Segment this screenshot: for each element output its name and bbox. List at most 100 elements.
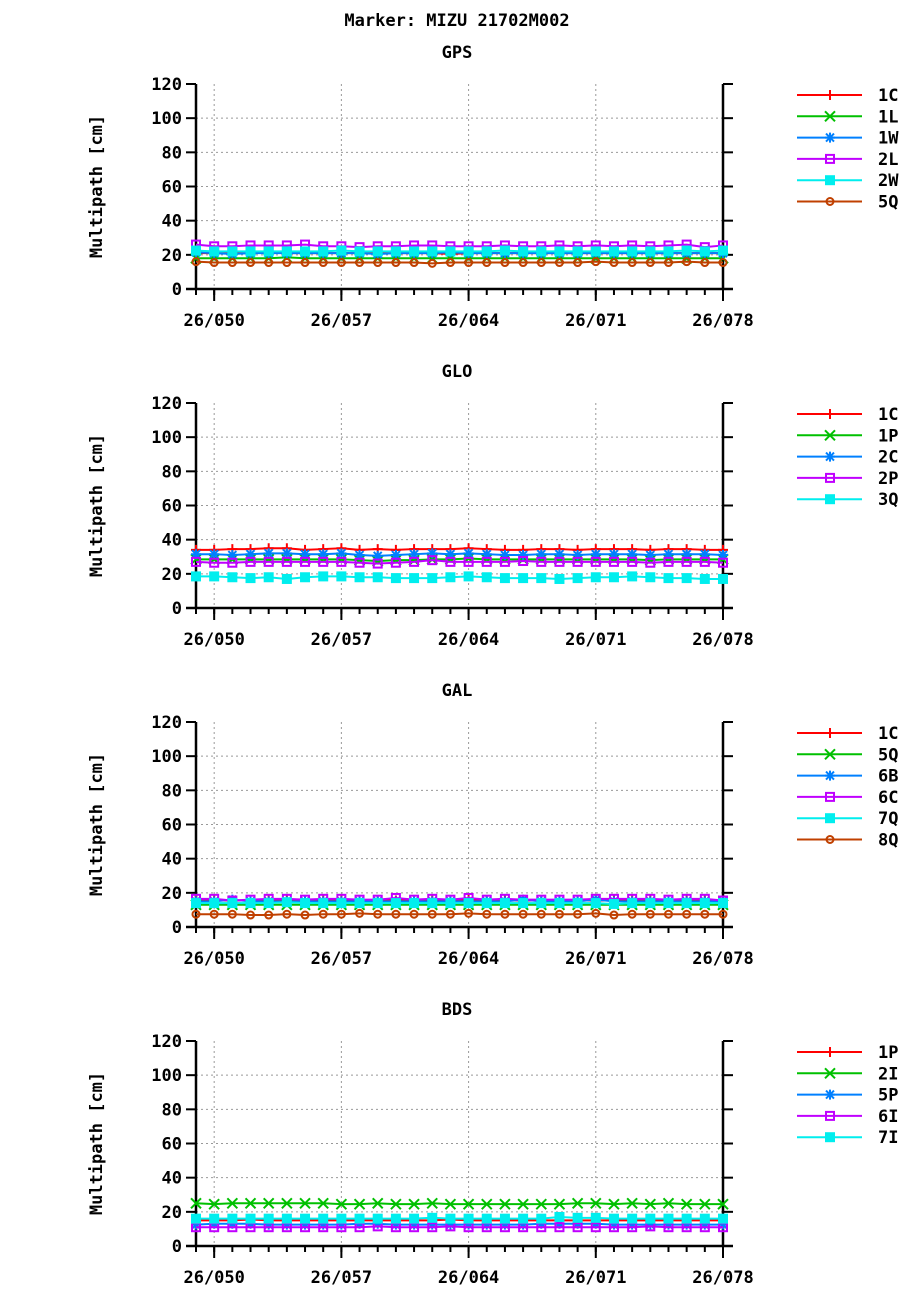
data-point (318, 258, 328, 268)
data-point (718, 550, 728, 561)
data-point (572, 1212, 583, 1223)
legend-label: 2C (878, 448, 898, 468)
data-point (572, 246, 583, 257)
data-point (554, 1211, 565, 1222)
data-point (608, 1213, 619, 1224)
data-point (608, 556, 619, 567)
y-tick-label: 60 (162, 816, 182, 836)
data-point (482, 909, 492, 919)
data-point (300, 910, 310, 920)
data-point (227, 258, 237, 268)
data-point (608, 246, 619, 257)
data-point (718, 557, 728, 568)
data-point (300, 898, 311, 909)
legend-label: 2I (878, 1064, 898, 1084)
data-point (681, 245, 692, 256)
figure-title: Marker: MIZU 21702M002 (344, 11, 569, 31)
legend-label: 5Q (878, 745, 898, 765)
data-point (354, 1213, 365, 1224)
legend-label: 3Q (878, 490, 898, 510)
data-point (536, 909, 546, 919)
data-point (372, 898, 383, 909)
data-point (825, 813, 835, 824)
data-point (718, 909, 728, 919)
data-point (518, 1213, 529, 1224)
series-line (196, 557, 723, 563)
data-point (281, 246, 292, 257)
data-point (627, 1219, 638, 1230)
data-point (645, 550, 656, 561)
legend-label: 6B (878, 767, 898, 787)
data-point (245, 573, 256, 584)
panel-title: GLO (442, 362, 473, 382)
series-line (196, 1225, 723, 1229)
data-point (536, 246, 547, 257)
data-point (554, 573, 565, 584)
data-point (663, 898, 674, 909)
legend-label: 6I (878, 1107, 898, 1127)
legend-item: 1C (797, 86, 898, 106)
data-point (553, 1198, 566, 1210)
data-point (608, 1219, 619, 1230)
data-point (390, 550, 401, 561)
data-point (590, 1212, 601, 1223)
data-point (281, 548, 292, 559)
data-point (825, 1132, 835, 1143)
data-point (263, 246, 274, 257)
y-tick-label: 120 (151, 713, 182, 733)
data-point (390, 557, 401, 568)
data-point (209, 557, 220, 568)
legend-label: 1C (878, 724, 898, 744)
data-point (336, 909, 346, 919)
data-point (427, 909, 437, 919)
data-point (609, 258, 619, 268)
data-point (209, 549, 220, 560)
y-tick-label: 40 (162, 850, 182, 870)
data-point (627, 898, 638, 909)
data-point (644, 1198, 657, 1210)
data-point (209, 246, 220, 257)
x-tick-label: 26/064 (438, 1268, 499, 1288)
data-point (264, 258, 274, 268)
data-point (499, 556, 510, 567)
legend-item: 6I (797, 1107, 898, 1127)
data-point (317, 1197, 329, 1209)
data-point (318, 898, 329, 909)
data-point (572, 573, 583, 584)
legend-item: 2I (797, 1064, 898, 1084)
data-point (663, 246, 674, 257)
data-point (227, 550, 238, 561)
data-point (427, 573, 438, 584)
data-point (663, 556, 674, 567)
data-point (572, 898, 583, 909)
data-point (500, 909, 510, 919)
legend-item: 2L (797, 150, 898, 170)
data-point (445, 572, 456, 583)
data-point (554, 909, 564, 919)
data-point (536, 258, 546, 268)
data-point (245, 556, 256, 567)
series-2L (191, 239, 728, 253)
data-point (481, 1198, 493, 1210)
data-point (227, 898, 238, 909)
data-point (318, 1219, 329, 1230)
legend-item: 1W (797, 129, 899, 149)
data-point (445, 1219, 456, 1230)
data-point (281, 1197, 293, 1209)
data-point (409, 258, 419, 268)
data-point (208, 1198, 220, 1210)
legend-label: 7I (878, 1128, 898, 1148)
series-2C (191, 548, 728, 561)
legend-label: 7Q (878, 809, 898, 829)
data-point (281, 1213, 292, 1224)
data-point (825, 472, 835, 483)
data-point (718, 258, 728, 268)
y-tick-label: 100 (151, 747, 182, 767)
data-point (645, 1219, 656, 1230)
data-point (300, 258, 310, 268)
y-tick-label: 80 (162, 781, 182, 801)
data-point (281, 1219, 292, 1230)
x-tick-label: 26/064 (438, 949, 499, 969)
data-point (300, 549, 311, 560)
